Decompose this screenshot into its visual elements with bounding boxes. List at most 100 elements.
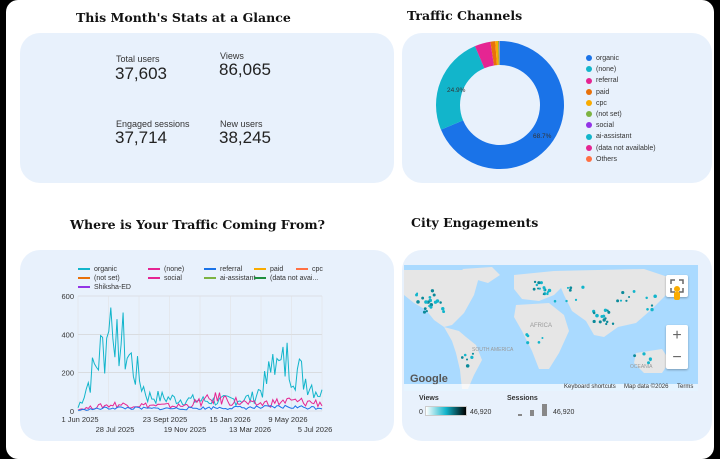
- city-marker[interactable]: [574, 298, 578, 302]
- city-marker[interactable]: [470, 355, 474, 359]
- city-marker[interactable]: [632, 290, 636, 293]
- zoom-controls: + −: [666, 325, 688, 369]
- zoom-out-button[interactable]: −: [672, 349, 682, 366]
- city-marker[interactable]: [428, 296, 432, 299]
- city-marker[interactable]: [595, 313, 599, 318]
- city-marker[interactable]: [569, 286, 573, 290]
- city-marker[interactable]: [547, 288, 552, 293]
- channels-panel: 24.9% 68.7% organic (none) referral paid cpc…: [402, 33, 712, 183]
- city-marker[interactable]: [535, 283, 539, 287]
- city-marker[interactable]: [568, 288, 572, 292]
- city-marker[interactable]: [441, 307, 445, 311]
- legend-label: organic: [596, 55, 619, 62]
- new-users-value: 38,245: [219, 128, 271, 147]
- city-marker[interactable]: [421, 296, 425, 300]
- city-marker[interactable]: [463, 353, 467, 357]
- world-map[interactable]: AFRICA SOUTH AMERICA OCEANIA + − Google …: [404, 265, 698, 391]
- city-marker[interactable]: [542, 293, 545, 296]
- donut-slice-6[interactable]: [499, 41, 500, 66]
- city-marker[interactable]: [539, 281, 543, 285]
- legend-dot: [586, 133, 592, 140]
- zoom-in-button[interactable]: +: [672, 327, 682, 344]
- donut-chart: 24.9% 68.7%: [436, 41, 564, 169]
- city-marker[interactable]: [592, 319, 596, 324]
- city-marker[interactable]: [526, 341, 530, 345]
- city-marker[interactable]: [605, 320, 609, 324]
- city-marker[interactable]: [525, 333, 529, 337]
- city-marker[interactable]: [598, 320, 602, 324]
- city-marker[interactable]: [532, 287, 536, 291]
- city-marker[interactable]: [607, 310, 611, 314]
- city-marker[interactable]: [430, 289, 435, 293]
- city-marker[interactable]: [625, 299, 628, 302]
- city-marker[interactable]: [647, 361, 651, 365]
- city-marker[interactable]: [442, 310, 446, 314]
- city-marker[interactable]: [541, 337, 544, 340]
- pegman-button[interactable]: [666, 283, 688, 305]
- city-marker[interactable]: [566, 286, 570, 289]
- city-marker[interactable]: [650, 307, 654, 312]
- series-line-none[interactable]: [77, 392, 323, 411]
- city-marker[interactable]: [553, 299, 557, 303]
- city-marker[interactable]: [537, 287, 540, 290]
- city-marker[interactable]: [537, 341, 541, 344]
- stats-panel: Total users 37,603 Views 86,065 Engaged …: [20, 33, 394, 183]
- donut-slice-0[interactable]: [440, 41, 564, 169]
- city-marker[interactable]: [542, 286, 546, 290]
- keyboard-shortcuts-link[interactable]: Keyboard shortcuts: [564, 384, 616, 390]
- city-marker[interactable]: [621, 290, 625, 295]
- city-marker[interactable]: [650, 304, 654, 307]
- city-marker[interactable]: [432, 293, 436, 297]
- city-marker[interactable]: [543, 288, 546, 292]
- city-marker[interactable]: [537, 281, 541, 285]
- city-marker[interactable]: [422, 310, 427, 314]
- city-marker[interactable]: [646, 308, 649, 311]
- line-legend-item: cpc: [296, 266, 323, 273]
- city-marker[interactable]: [429, 302, 434, 307]
- city-marker[interactable]: [648, 357, 652, 361]
- city-marker[interactable]: [416, 292, 419, 295]
- city-marker[interactable]: [603, 308, 608, 312]
- city-marker[interactable]: [439, 301, 442, 304]
- city-marker[interactable]: [425, 301, 429, 304]
- city-marker[interactable]: [645, 296, 648, 300]
- city-marker[interactable]: [581, 285, 585, 289]
- donut-slice-5[interactable]: [497, 41, 500, 66]
- city-marker[interactable]: [602, 318, 606, 322]
- city-marker[interactable]: [619, 299, 623, 302]
- donut-slice-2[interactable]: [474, 41, 494, 69]
- city-marker[interactable]: [423, 307, 427, 311]
- city-marker[interactable]: [611, 322, 615, 325]
- donut-slice-1[interactable]: [436, 46, 485, 130]
- city-marker[interactable]: [460, 356, 464, 359]
- city-marker[interactable]: [546, 292, 549, 296]
- city-marker[interactable]: [416, 300, 420, 304]
- city-marker[interactable]: [633, 354, 637, 358]
- city-marker[interactable]: [628, 295, 631, 299]
- city-marker[interactable]: [429, 305, 433, 309]
- city-marker[interactable]: [425, 309, 428, 313]
- city-marker[interactable]: [602, 314, 606, 318]
- city-marker[interactable]: [616, 299, 620, 303]
- map-label-oceania: OCEANIA: [630, 364, 653, 370]
- city-marker[interactable]: [592, 311, 596, 315]
- city-marker[interactable]: [471, 352, 475, 355]
- city-marker[interactable]: [605, 322, 608, 326]
- line-legend: organic (none) referral paid cpc (not set) soc…: [78, 266, 378, 296]
- terms-link[interactable]: Terms: [677, 384, 694, 390]
- city-marker[interactable]: [433, 300, 438, 304]
- donut-slice-3[interactable]: [490, 41, 497, 66]
- city-marker[interactable]: [606, 309, 609, 312]
- donut-slice-4[interactable]: [495, 41, 499, 66]
- legend-label: ai-assistant: [220, 275, 256, 282]
- city-marker[interactable]: [466, 358, 469, 361]
- city-marker[interactable]: [653, 294, 657, 298]
- city-marker[interactable]: [428, 305, 431, 308]
- legend-label: Others: [596, 155, 618, 163]
- city-marker[interactable]: [642, 352, 646, 356]
- city-marker[interactable]: [565, 299, 568, 303]
- series-line-referral[interactable]: [77, 404, 323, 411]
- city-marker[interactable]: [538, 287, 541, 290]
- city-marker[interactable]: [533, 280, 537, 284]
- city-marker[interactable]: [465, 364, 470, 368]
